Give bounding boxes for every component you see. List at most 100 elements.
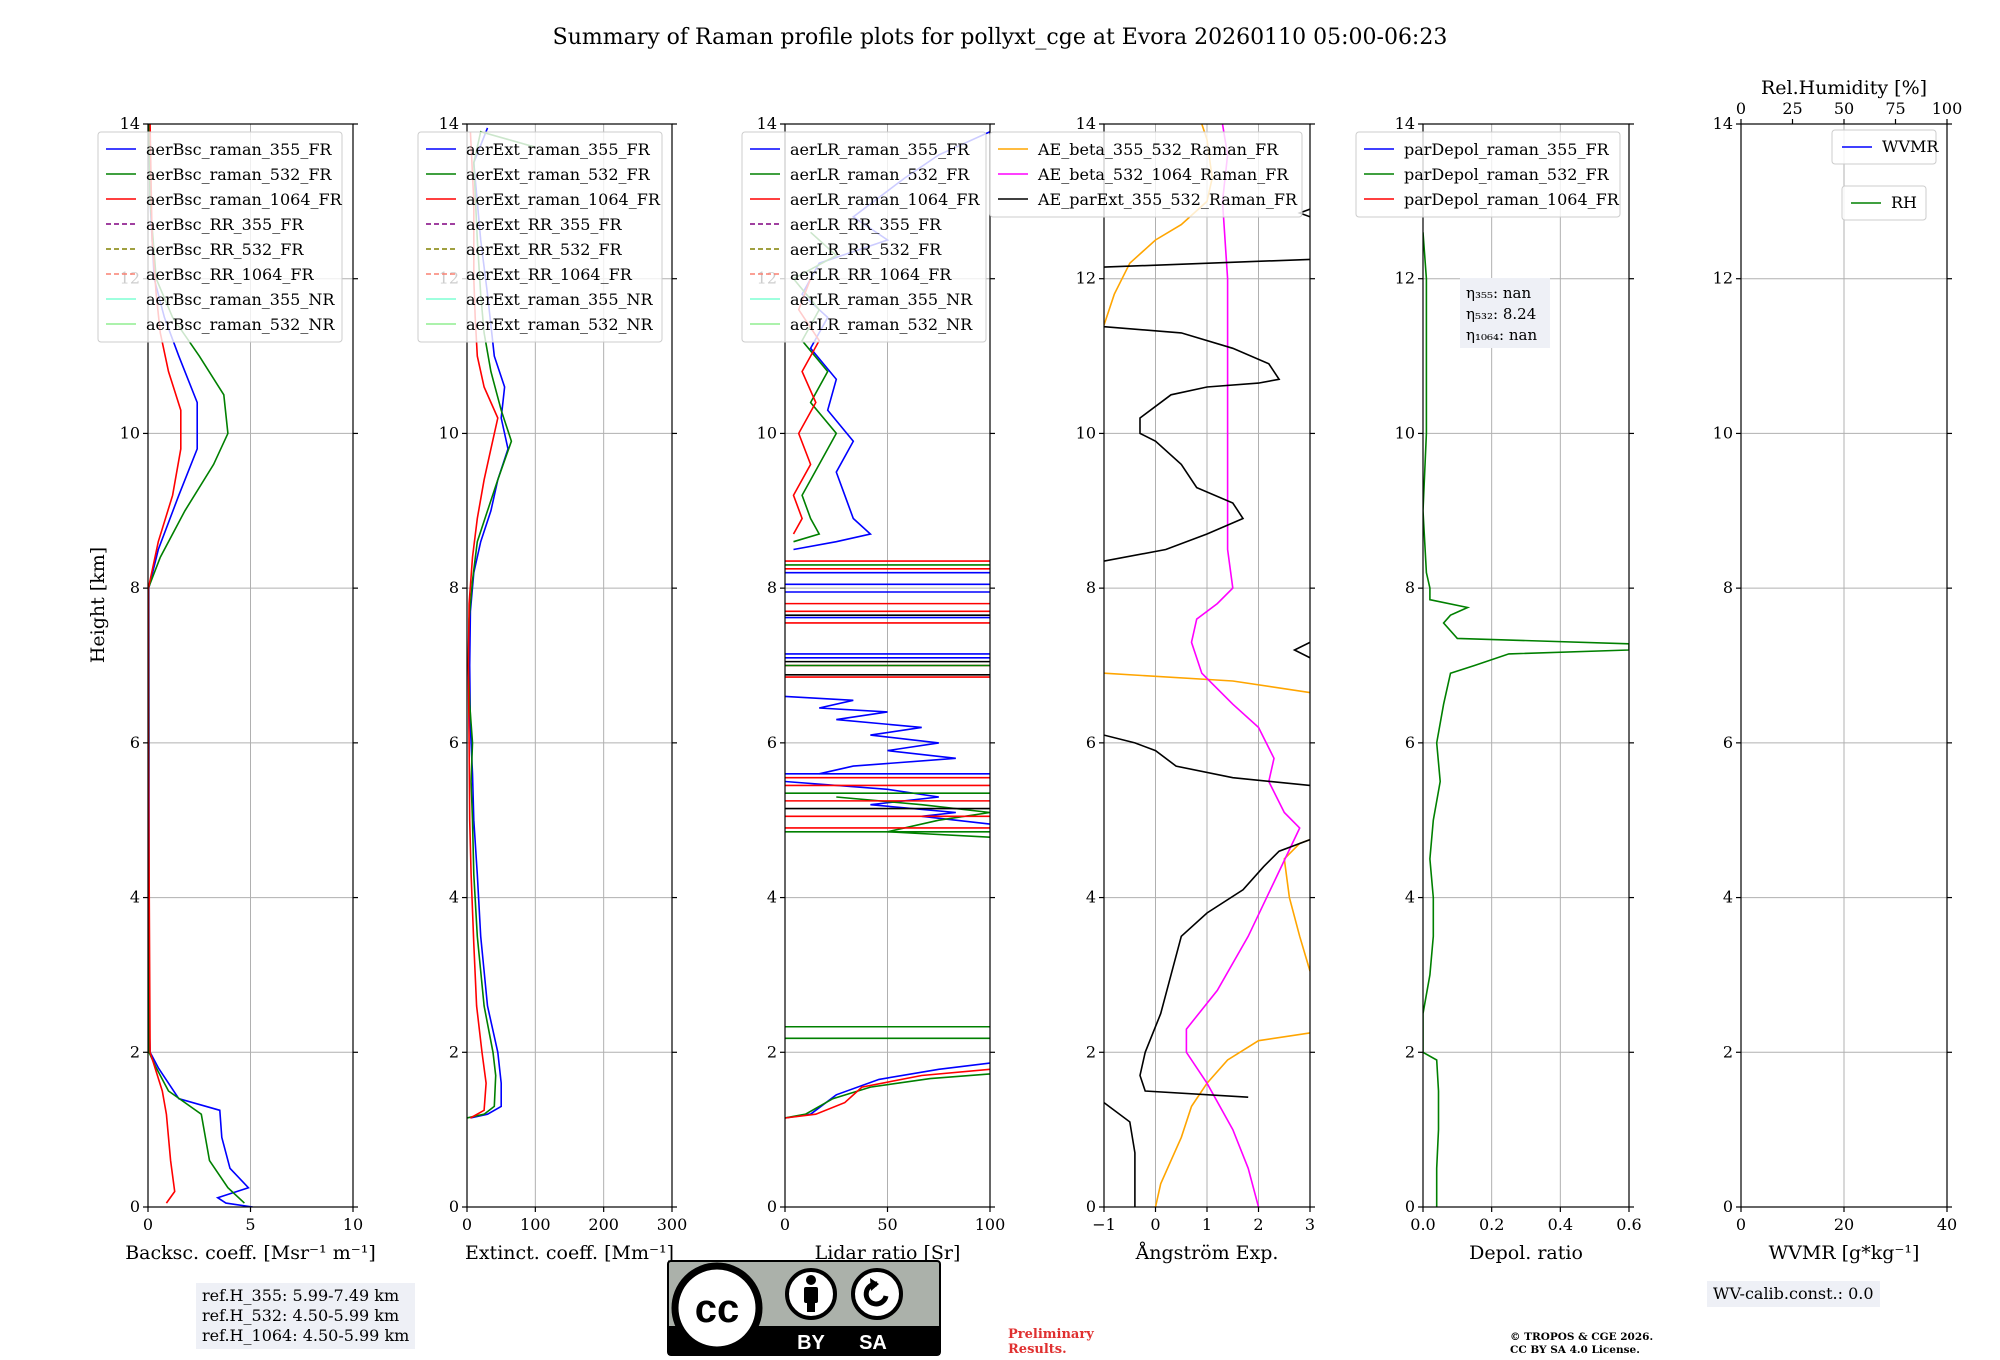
- y-tick-label: 14: [757, 114, 777, 133]
- series-line-AE_parExt_355_532_Raman_FR_5: [1104, 258, 1310, 268]
- panel-lr: 02468101214050100Lidar ratio [Sr]aerLR_r…: [741, 114, 1005, 1264]
- series-line-AE_beta_355_532_Raman_FR_mid2: [1104, 672, 1310, 694]
- x-tick-label: 5: [245, 1215, 255, 1234]
- top-tick-label: 100: [1932, 99, 1963, 118]
- x-axis-label: WVMR [g*kg⁻¹]: [1769, 1242, 1920, 1264]
- x-tick-label: 0: [1150, 1215, 1160, 1234]
- series-line-AE_beta_355_532_Raman_FR: [1154, 1032, 1310, 1207]
- y-tick-label: 2: [449, 1042, 459, 1061]
- x-tick-label: 20: [1834, 1215, 1854, 1234]
- x-axis-label: Ångström Exp.: [1135, 1242, 1279, 1264]
- prelim-line-1: Preliminary: [1008, 1327, 1094, 1342]
- legend-box: [1831, 129, 1937, 165]
- x-tick-label: 300: [657, 1215, 688, 1234]
- x-tick-label: 1: [1202, 1215, 1212, 1234]
- legend-label: AE_parExt_355_532_Raman_FR: [1037, 190, 1298, 209]
- legend-label: aerBsc_raman_355_FR: [146, 140, 332, 159]
- legend-label: parDepol_raman_355_FR: [1404, 140, 1610, 159]
- series-line-aerLR_raman_1064_FR: [785, 1068, 990, 1119]
- y-tick-label: 14: [120, 114, 140, 133]
- legend-label: aerLR_RR_1064_FR: [790, 265, 952, 284]
- x-tick-label: 0.0: [1410, 1215, 1435, 1234]
- x-tick-label: 0.2: [1479, 1215, 1504, 1234]
- y-tick-label: 4: [1405, 888, 1415, 907]
- preliminary-note: Preliminary Results.: [1008, 1327, 1094, 1357]
- y-tick-label: 14: [439, 114, 459, 133]
- legend-label: aerLR_RR_532_FR: [790, 240, 942, 259]
- top-tick-label: 50: [1834, 99, 1854, 118]
- figure-title: Summary of Raman profile plots for polly…: [553, 25, 1448, 50]
- y-tick-label: 8: [1086, 578, 1096, 597]
- annotation-line: η₅₃₂: 8.24: [1466, 305, 1536, 323]
- refh-1064: ref.H_1064: 4.50-5.99 km: [202, 1326, 410, 1345]
- y-tick-label: 12: [1395, 269, 1415, 288]
- x-tick-label: 40: [1937, 1215, 1957, 1234]
- series-line-AE_beta_355_532_Raman_FR_mid: [1283, 838, 1310, 972]
- legend-label: AE_beta_532_1064_Raman_FR: [1037, 165, 1289, 184]
- y-tick-label: 8: [130, 578, 140, 597]
- top-axis-label: Rel.Humidity [%]: [1761, 77, 1927, 99]
- legend-label: aerLR_RR_355_FR: [790, 215, 942, 234]
- panel-depol: 0 2 4 6 8 10 12 14 0.0 0.2 0.4 0.6 Depol. ratio parDe…: [1355, 114, 1642, 1264]
- legend-label: aerExt_raman_532_FR: [466, 165, 651, 184]
- legend-depol: parDepol_raman_355_FR parDepol_raman_532_…: [1355, 131, 1621, 218]
- top-tick-label: 0: [1736, 99, 1746, 118]
- y-tick-label: 8: [1405, 578, 1415, 597]
- x-tick-label: 200: [588, 1215, 619, 1234]
- sa-share-icon: [863, 1278, 889, 1307]
- y-tick-label: 10: [120, 423, 140, 442]
- prelim-line-2: Results.: [1008, 1342, 1067, 1357]
- y-tick-label: 4: [130, 888, 140, 907]
- by-person-icon: [804, 1275, 818, 1312]
- y-tick-label: 6: [130, 733, 140, 752]
- data-lines: [1104, 124, 1310, 1207]
- y-tick-label: 4: [1086, 888, 1096, 907]
- y-tick-label: 0: [130, 1197, 140, 1216]
- legend-label: aerExt_RR_532_FR: [466, 240, 623, 259]
- legend-label: aerLR_raman_355_NR: [790, 290, 973, 309]
- y-tick-label: 14: [1395, 114, 1415, 133]
- y-tick-label: 0: [449, 1197, 459, 1216]
- wv-calib-text: WV-calib.const.: 0.0: [1713, 1284, 1874, 1303]
- refh-532: ref.H_532: 4.50-5.99 km: [202, 1306, 400, 1325]
- x-tick-label: 10: [343, 1215, 363, 1234]
- legend-label: WVMR: [1882, 137, 1939, 156]
- legend-label: aerBsc_RR_355_FR: [146, 215, 304, 234]
- x-tick-label: 0.6: [1616, 1215, 1641, 1234]
- legend-box: [1355, 131, 1621, 218]
- x-tick-label: 100: [520, 1215, 551, 1234]
- y-tick-label: 10: [1076, 423, 1096, 442]
- legend-label: AE_beta_355_532_Raman_FR: [1037, 140, 1279, 159]
- x-tick-label: 0.4: [1548, 1215, 1573, 1234]
- y-tick-label: 10: [439, 423, 459, 442]
- y-axis-label: Height [km]: [87, 547, 109, 663]
- cc-by-sa-badge: cc BY SA: [667, 1260, 941, 1356]
- legend-box: [97, 131, 343, 343]
- axes-frame: [466, 123, 673, 1208]
- legend-box: [1841, 185, 1927, 221]
- legend-label: aerExt_raman_532_NR: [466, 315, 654, 334]
- y-tick-label: 6: [767, 733, 777, 752]
- cc-text: cc: [695, 1287, 740, 1331]
- panel-bsc: 024681012140510Backsc. coeff. [Msr⁻¹ m⁻¹…: [97, 114, 376, 1264]
- x-tick-label: 0: [143, 1215, 153, 1234]
- legend-label: aerBsc_RR_1064_FR: [146, 265, 315, 284]
- legend-label: aerBsc_RR_532_FR: [146, 240, 304, 259]
- legend-label: aerLR_raman_1064_FR: [790, 190, 980, 209]
- axes-frame: [1422, 123, 1630, 1208]
- x-axis-label: Depol. ratio: [1469, 1242, 1583, 1264]
- legend-label: parDepol_raman_1064_FR: [1404, 190, 1620, 209]
- x-tick-label: 0: [462, 1215, 472, 1234]
- x-tick-label: 0: [780, 1215, 790, 1234]
- annotation-box: [1460, 278, 1550, 348]
- y-tick-label: 6: [1405, 733, 1415, 752]
- y-tick-label: 4: [449, 888, 459, 907]
- legend-label: aerBsc_raman_532_FR: [146, 165, 332, 184]
- data-lines: [1423, 232, 1629, 1207]
- y-tick-label: 6: [1086, 733, 1096, 752]
- annotation-line: η₁₀₆₄: nan: [1466, 326, 1537, 344]
- legend-label: aerBsc_raman_532_NR: [146, 315, 335, 334]
- y-tick-label: 10: [1395, 423, 1415, 442]
